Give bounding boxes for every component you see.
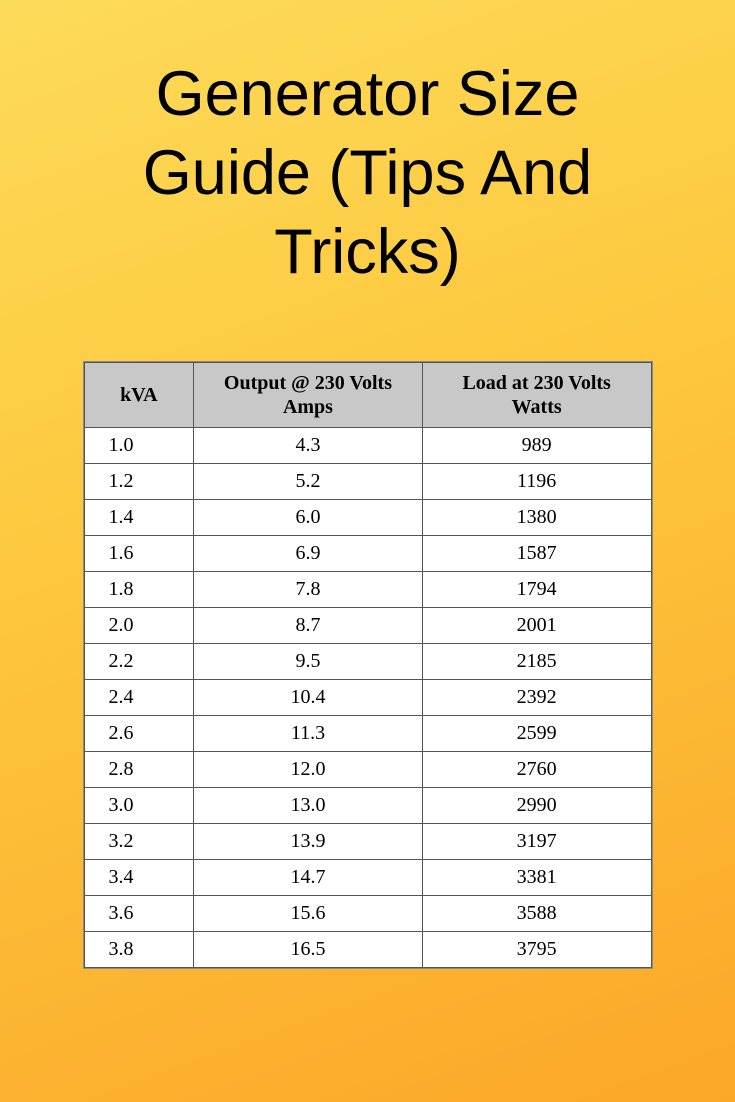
table-cell: 2185 [422, 644, 651, 680]
table-row: 1.25.21196 [84, 464, 651, 500]
generator-size-table: kVA Output @ 230 VoltsAmps Load at 230 V… [84, 362, 652, 968]
table-cell: 5.2 [194, 464, 423, 500]
table-cell: 13.0 [194, 788, 423, 824]
table-cell: 1587 [422, 536, 651, 572]
table-cell: 3381 [422, 860, 651, 896]
table-row: 3.213.93197 [84, 824, 651, 860]
table-cell: 2001 [422, 608, 651, 644]
table-cell: 10.4 [194, 680, 423, 716]
table-cell: 2.4 [84, 680, 194, 716]
table-cell: 9.5 [194, 644, 423, 680]
table-cell: 1.6 [84, 536, 194, 572]
table-row: 1.04.3989 [84, 428, 651, 464]
table-row: 3.615.63588 [84, 896, 651, 932]
table-row: 1.87.81794 [84, 572, 651, 608]
table-header-row: kVA Output @ 230 VoltsAmps Load at 230 V… [84, 363, 651, 428]
table-cell: 1.4 [84, 500, 194, 536]
table-cell: 3795 [422, 932, 651, 968]
col-header-amps: Output @ 230 VoltsAmps [194, 363, 423, 428]
table-cell: 12.0 [194, 752, 423, 788]
table-row: 2.611.32599 [84, 716, 651, 752]
table-cell: 989 [422, 428, 651, 464]
table-cell: 1.2 [84, 464, 194, 500]
table-cell: 3197 [422, 824, 651, 860]
table-cell: 1.8 [84, 572, 194, 608]
table-cell: 2.6 [84, 716, 194, 752]
table-cell: 8.7 [194, 608, 423, 644]
table-cell: 2.0 [84, 608, 194, 644]
col-header-kva: kVA [84, 363, 194, 428]
table-cell: 3.6 [84, 896, 194, 932]
table-row: 3.013.02990 [84, 788, 651, 824]
table-cell: 11.3 [194, 716, 423, 752]
table-row: 1.46.01380 [84, 500, 651, 536]
page-title: Generator Size Guide (Tips And Tricks) [0, 0, 735, 291]
table-row: 2.29.52185 [84, 644, 651, 680]
table-row: 1.66.91587 [84, 536, 651, 572]
table-cell: 15.6 [194, 896, 423, 932]
table-cell: 2990 [422, 788, 651, 824]
table-cell: 6.0 [194, 500, 423, 536]
table-cell: 7.8 [194, 572, 423, 608]
table-cell: 1196 [422, 464, 651, 500]
table-cell: 1794 [422, 572, 651, 608]
table-cell: 3588 [422, 896, 651, 932]
table-cell: 3.2 [84, 824, 194, 860]
generator-table-container: kVA Output @ 230 VoltsAmps Load at 230 V… [83, 361, 653, 969]
table-row: 2.08.72001 [84, 608, 651, 644]
table-cell: 16.5 [194, 932, 423, 968]
table-cell: 6.9 [194, 536, 423, 572]
table-cell: 2.2 [84, 644, 194, 680]
table-row: 2.410.42392 [84, 680, 651, 716]
table-cell: 4.3 [194, 428, 423, 464]
table-row: 3.414.73381 [84, 860, 651, 896]
col-header-watts: Load at 230 VoltsWatts [422, 363, 651, 428]
table-cell: 1380 [422, 500, 651, 536]
table-cell: 3.8 [84, 932, 194, 968]
table-cell: 14.7 [194, 860, 423, 896]
table-row: 3.816.53795 [84, 932, 651, 968]
table-body: 1.04.39891.25.211961.46.013801.66.915871… [84, 428, 651, 968]
table-cell: 3.0 [84, 788, 194, 824]
table-cell: 2.8 [84, 752, 194, 788]
table-cell: 2599 [422, 716, 651, 752]
table-cell: 3.4 [84, 860, 194, 896]
table-cell: 13.9 [194, 824, 423, 860]
table-row: 2.812.02760 [84, 752, 651, 788]
table-cell: 1.0 [84, 428, 194, 464]
table-cell: 2760 [422, 752, 651, 788]
table-cell: 2392 [422, 680, 651, 716]
